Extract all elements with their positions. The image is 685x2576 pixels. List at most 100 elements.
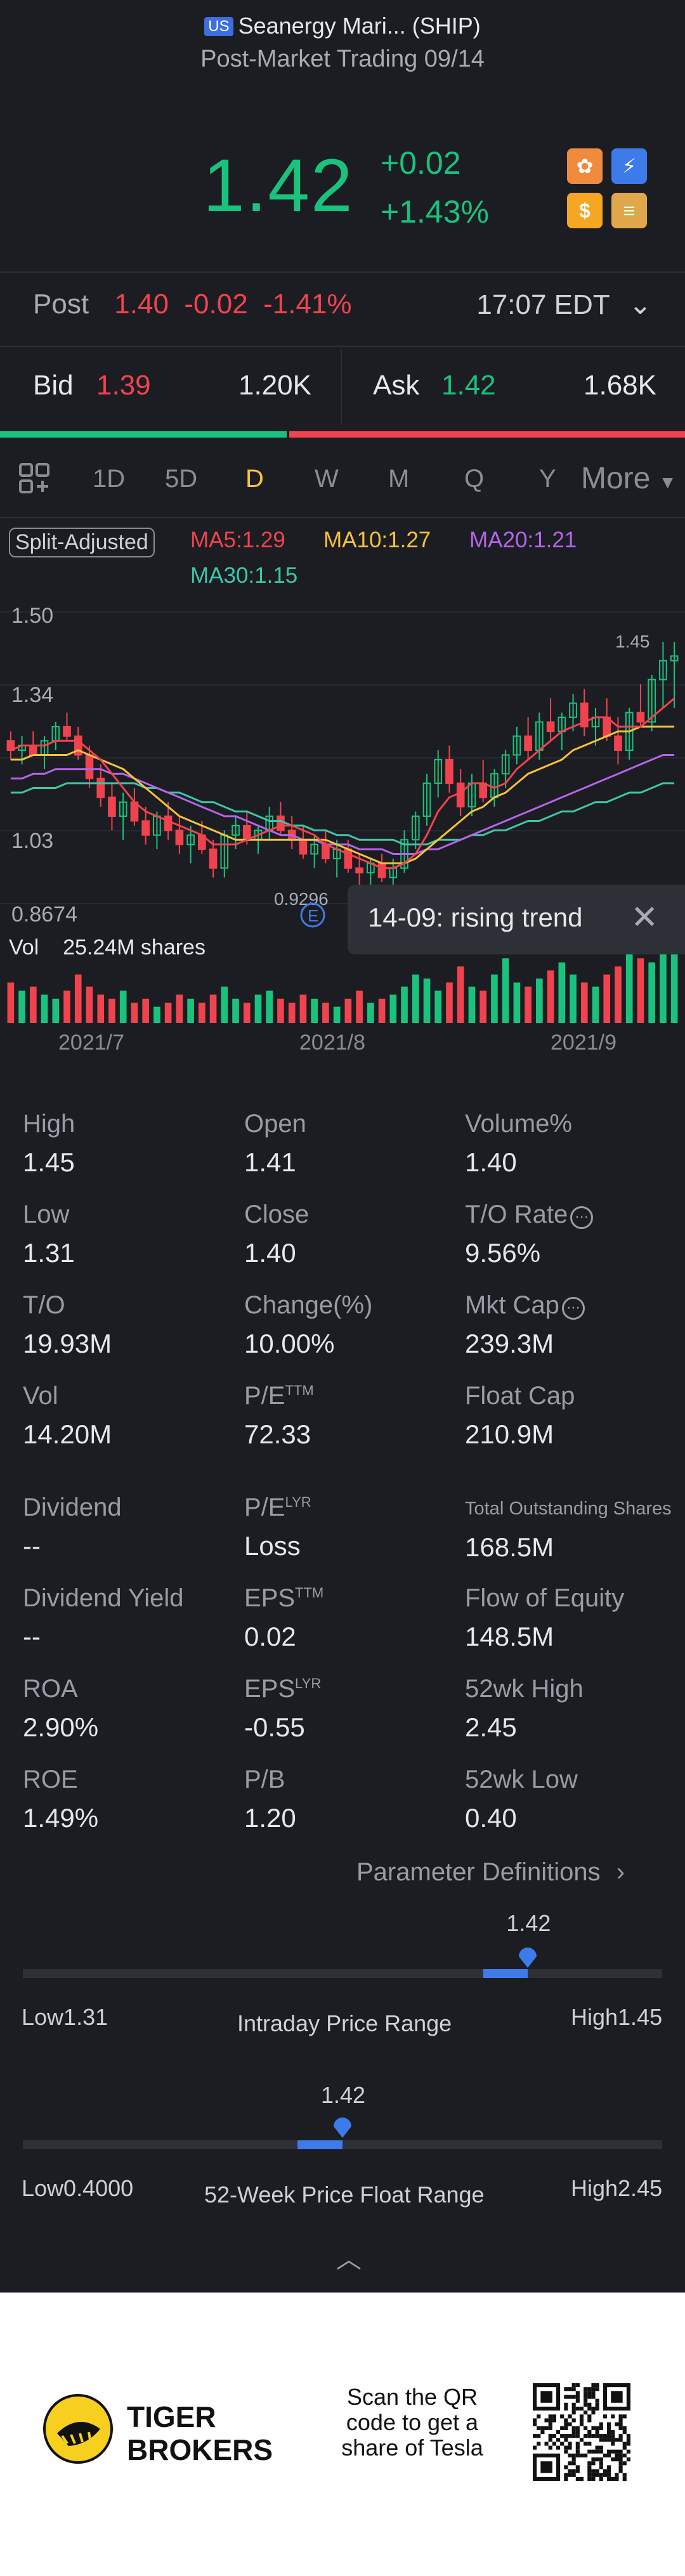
stat-label: High <box>23 1110 75 1138</box>
tab-q[interactable]: Q <box>464 465 485 493</box>
stat-label: Dividend Yield <box>23 1584 184 1612</box>
qr-module <box>587 2434 592 2438</box>
stock-title[interactable]: US Seanergy Mari... (SHIP) <box>0 13 685 39</box>
qr-module <box>618 2434 623 2438</box>
ask-strength-bar <box>289 431 685 438</box>
qr-module <box>611 2391 623 2403</box>
dollar-icon[interactable]: $ <box>567 193 603 228</box>
volume-bar <box>108 998 115 1023</box>
info-icon[interactable]: ⋯ <box>570 1206 594 1229</box>
parameter-definitions-link[interactable]: Parameter Definitions › <box>356 1858 625 1887</box>
education-icon[interactable]: ≡ <box>611 193 647 228</box>
stat-pe-ttm: P/ETTM 72.33 <box>244 1382 314 1450</box>
brand-line1: TIGER <box>127 2400 216 2433</box>
tab-1d[interactable]: 1D <box>93 465 126 493</box>
options-icon[interactable]: ✿ <box>567 148 603 184</box>
trend-popup[interactable]: 14-09: rising trend ✕ <box>348 885 685 954</box>
qr-module <box>564 2387 568 2391</box>
stat-label: T/O <box>23 1291 65 1319</box>
split-adjusted-toggle[interactable]: Split-Adjusted <box>9 528 155 557</box>
stat-value: 0.02 <box>244 1622 296 1651</box>
candle-body <box>512 735 521 756</box>
qr-module <box>552 2434 556 2438</box>
bid-label: Bid <box>33 370 74 401</box>
qr-module <box>584 2434 588 2438</box>
qr-module <box>564 2395 568 2399</box>
qr-module <box>544 2418 549 2423</box>
candlestick-chart[interactable]: 1.50 1.34 1.03 0.8674 1.45 0.9296 E 2021… <box>0 599 685 1056</box>
volume-bar <box>423 979 431 1023</box>
bid-size: 1.20K <box>238 370 311 401</box>
candle-body <box>63 725 71 737</box>
qr-module <box>564 2434 568 2438</box>
volume-readout: Vol 25.24M shares <box>9 935 206 960</box>
qr-module <box>564 2422 568 2426</box>
volume-bar <box>232 998 239 1023</box>
qr-module <box>607 2430 611 2435</box>
stat-label-sup: LYR <box>295 1675 322 1691</box>
qr-module <box>568 2434 572 2438</box>
qr-module <box>615 2476 619 2481</box>
qr-module <box>618 2426 623 2430</box>
candle-body <box>445 758 453 784</box>
vol-label: Vol <box>9 935 39 959</box>
volume-bar <box>660 934 667 1023</box>
more-menu[interactable]: More ▼ <box>581 457 676 505</box>
tab-m[interactable]: M <box>388 465 410 493</box>
candle-body <box>355 867 363 874</box>
bid-price: 1.39 <box>96 370 151 401</box>
qr-module <box>607 2453 611 2458</box>
tab-y[interactable]: Y <box>539 465 556 493</box>
qr-module <box>579 2406 584 2411</box>
volume-bar <box>41 994 48 1023</box>
volume-bar <box>344 998 352 1023</box>
qr-module <box>587 2430 592 2435</box>
week52-current-value: 1.42 <box>321 2082 366 2108</box>
volume-bar <box>401 986 408 1023</box>
ask-price: 1.42 <box>441 370 496 401</box>
qr-module <box>571 2434 576 2438</box>
volume-bar <box>199 1003 206 1023</box>
qr-module <box>540 2426 545 2430</box>
candle-body <box>422 783 431 817</box>
stat-52wk-high: 52wk High 2.45 <box>465 1675 584 1743</box>
qr-module <box>607 2465 611 2469</box>
tab-d[interactable]: D <box>245 465 264 493</box>
flash-icon[interactable]: ⚡ <box>611 148 647 184</box>
stat-label: Float Cap <box>465 1382 575 1410</box>
qr-module <box>615 2457 619 2462</box>
divider <box>0 346 685 347</box>
post-time-selector[interactable]: 17:07 EDT ⌄ <box>476 289 652 321</box>
tiger-logo-icon <box>43 2394 113 2464</box>
qr-module <box>556 2430 561 2435</box>
qr-module <box>564 2473 568 2477</box>
candle-body <box>546 721 555 732</box>
week52-marker-icon <box>334 2117 351 2138</box>
tab-w[interactable]: W <box>315 465 339 493</box>
event-icon[interactable] <box>300 902 325 928</box>
layout-grid-icon[interactable] <box>18 462 52 510</box>
qr-module <box>607 2473 611 2477</box>
volume-bar <box>63 991 70 1023</box>
stat-value: 19.93M <box>23 1329 112 1358</box>
candle-body <box>377 862 386 878</box>
candle-body <box>119 801 127 817</box>
tab-5d[interactable]: 5D <box>165 465 198 493</box>
stat-value: 239.3M <box>465 1329 554 1358</box>
ma30-label: MA30:1.15 <box>190 563 298 588</box>
stat-value: 1.31 <box>23 1238 75 1268</box>
collapse-chevron-up-icon[interactable]: ︿ <box>336 2246 362 2274</box>
qr-module <box>607 2434 611 2438</box>
qr-module <box>618 2414 623 2419</box>
y-label-min: 0.8674 <box>11 902 77 927</box>
qr-module <box>622 2453 627 2458</box>
qr-module <box>587 2461 592 2466</box>
qr-module <box>571 2383 576 2388</box>
qr-module <box>556 2438 561 2442</box>
stat-label: Total Outstanding Shares <box>465 1499 672 1519</box>
info-icon[interactable]: ⋯ <box>561 1297 585 1320</box>
intraday-current-value: 1.42 <box>506 1910 551 1936</box>
qr-module <box>575 2383 580 2388</box>
close-icon[interactable]: ✕ <box>630 899 658 936</box>
period-toolbar: 1D 5D D W M Q Y More ▼ <box>0 457 685 507</box>
